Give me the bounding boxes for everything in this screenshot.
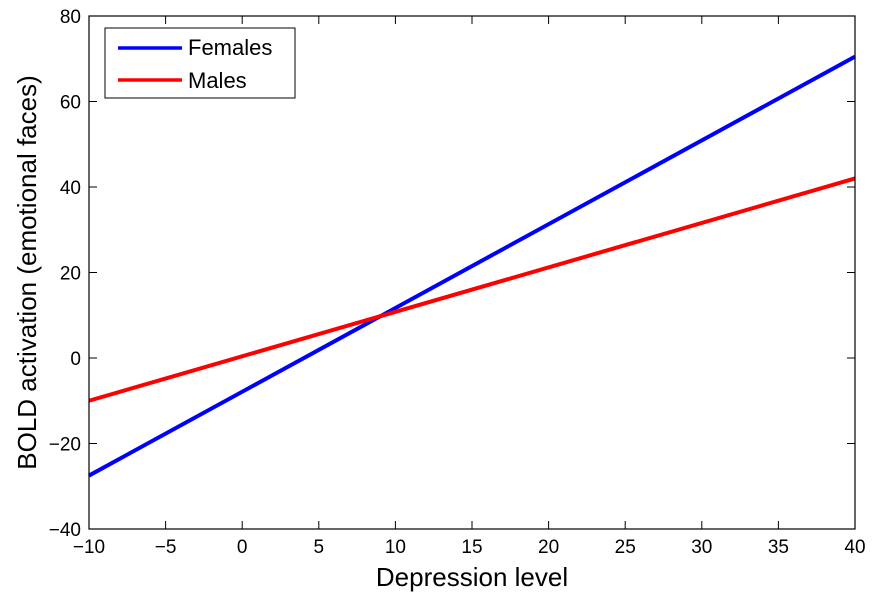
y-tick-label: 80: [60, 7, 81, 28]
series-line-females: [88, 54, 856, 478]
x-tick-label: 5: [314, 537, 325, 558]
x-tick-label: −10: [73, 537, 105, 558]
x-tick-label: 30: [691, 537, 712, 558]
y-tick-label: 20: [60, 264, 81, 285]
plot-background: [89, 16, 855, 529]
y-tick-label: −40: [49, 520, 81, 541]
x-tick-label: 0: [237, 537, 248, 558]
x-axis-ticks: −10 −5 0 5 10 15 20 25 30 35 40: [73, 16, 866, 558]
series-layer: [88, 54, 856, 478]
legend: Females Males: [104, 27, 296, 99]
x-tick-label: 15: [461, 537, 482, 558]
x-axis-label: Depression level: [376, 562, 568, 592]
y-tick-label: −20: [49, 435, 81, 456]
x-tick-label: 10: [385, 537, 406, 558]
legend-label-females: Females: [188, 35, 272, 60]
x-tick-label: 35: [768, 537, 789, 558]
y-tick-label: 40: [60, 178, 81, 199]
legend-label-males: Males: [188, 68, 247, 93]
x-tick-label: 25: [615, 537, 636, 558]
x-tick-label: −5: [155, 537, 177, 558]
legend-box: [104, 27, 296, 99]
x-tick-label: 20: [538, 537, 559, 558]
y-tick-label: 0: [70, 349, 81, 370]
y-axis-label: BOLD activation (emotional faces): [12, 75, 42, 470]
y-tick-label: 60: [60, 93, 81, 114]
x-tick-label: 40: [844, 537, 865, 558]
y-axis-ticks: −40 −20 0 20 40 60 80: [49, 7, 855, 541]
series-line-males: [88, 176, 856, 403]
